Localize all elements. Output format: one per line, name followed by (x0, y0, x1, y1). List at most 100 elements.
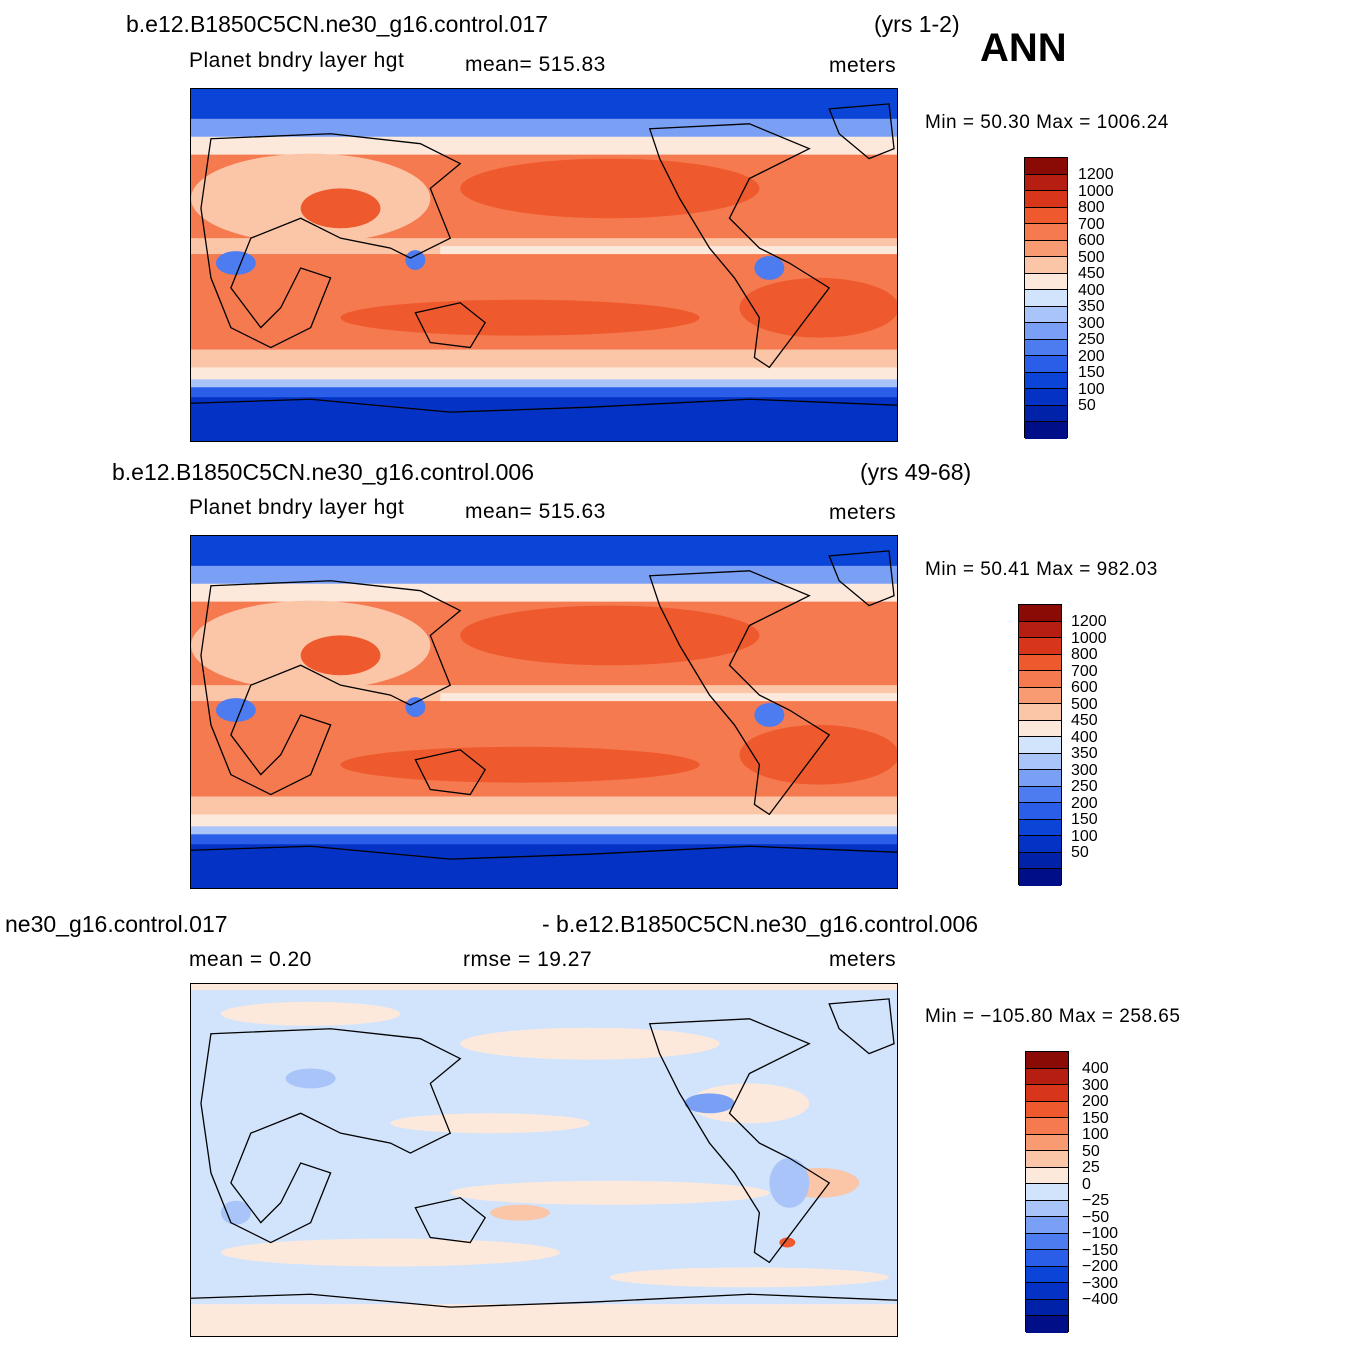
colorbar-label: 1200 (1078, 166, 1114, 183)
colorbar-swatch (1019, 671, 1061, 688)
colorbar-label: 700 (1078, 215, 1105, 233)
colorbar-label: 400 (1078, 281, 1105, 299)
colorbar-label: 100 (1082, 1126, 1109, 1144)
panel2-units: meters (829, 501, 897, 524)
colorbar-label: 300 (1082, 1076, 1109, 1094)
colorbar-label: 400 (1082, 1060, 1109, 1077)
colorbar-label: 300 (1078, 314, 1105, 332)
colorbar-label: 800 (1078, 199, 1105, 217)
colorbar-label: 450 (1071, 712, 1098, 730)
colorbar-label: 250 (1071, 778, 1098, 796)
colorbar-label: 1200 (1071, 613, 1107, 630)
colorbar-label: 200 (1078, 347, 1105, 365)
colorbar-label: 700 (1071, 662, 1098, 680)
panel1-years: (yrs 1-2) (874, 11, 960, 37)
colorbar-swatch (1026, 1068, 1068, 1086)
panel3-colorbar (1025, 1051, 1069, 1333)
panel1-variable: Planet bndry layer hgt (189, 49, 405, 72)
colorbar-swatch (1019, 786, 1061, 804)
colorbar-swatch (1025, 306, 1067, 324)
colorbar-label: 200 (1082, 1093, 1109, 1111)
colorbar-swatch (1019, 638, 1061, 655)
colorbar-swatch (1019, 704, 1061, 721)
colorbar-label: −100 (1082, 1225, 1119, 1243)
colorbar-label: 100 (1078, 380, 1105, 398)
panel2-years: (yrs 49-68) (860, 459, 972, 485)
colorbar-swatch (1019, 819, 1061, 837)
panel1-field (191, 89, 897, 441)
colorbar-label: 500 (1071, 695, 1098, 713)
colorbar-swatch (1025, 372, 1067, 390)
colorbar-swatch (1026, 1052, 1068, 1069)
colorbar-swatch (1026, 1118, 1068, 1135)
panel3-field (191, 984, 897, 1336)
colorbar-label: 50 (1071, 844, 1089, 862)
colorbar-swatch (1026, 1266, 1068, 1284)
panel2-field (191, 536, 897, 888)
colorbar-swatch (1025, 273, 1067, 291)
colorbar-swatch (1025, 422, 1067, 439)
colorbar-label: 150 (1078, 364, 1105, 382)
colorbar-label: −300 (1082, 1274, 1119, 1292)
panel1-mean: mean= 515.83 (465, 53, 606, 76)
colorbar-swatch (1026, 1283, 1068, 1300)
panel2-minmax: Min = 50.41 Max = 982.03 (925, 559, 1158, 580)
colorbar-swatch (1026, 1233, 1068, 1251)
colorbar-swatch (1025, 290, 1067, 307)
colorbar-swatch (1026, 1200, 1068, 1218)
colorbar-swatch (1025, 405, 1067, 423)
panel3-minmax: Min = −105.80 Max = 258.65 (925, 1006, 1181, 1027)
panel3-mean: mean = 0.20 (189, 948, 312, 971)
colorbar-swatch (1026, 1101, 1068, 1119)
colorbar-swatch (1019, 836, 1061, 853)
panel3-case-left: ne30_g16.control.017 (5, 911, 228, 937)
colorbar-label: −50 (1082, 1208, 1110, 1226)
season-label: ANN (980, 26, 1067, 70)
panel2-colorbar (1018, 604, 1062, 886)
panel1-case-title: b.e12.B1850C5CN.ne30_g16.control.017 (126, 11, 548, 37)
colorbar-label: 0 (1082, 1175, 1091, 1193)
panel2-variable: Planet bndry layer hgt (189, 496, 405, 519)
panel2-case-title: b.e12.B1850C5CN.ne30_g16.control.006 (112, 459, 534, 485)
panel3-rmse: rmse = 19.27 (463, 948, 593, 971)
panel1-colorbar (1024, 157, 1068, 439)
colorbar-swatch (1026, 1167, 1068, 1185)
colorbar-swatch (1026, 1299, 1068, 1317)
colorbar-label: −200 (1082, 1258, 1119, 1276)
colorbar-label: 450 (1078, 265, 1105, 283)
colorbar-swatch (1025, 323, 1067, 340)
colorbar-label: 1000 (1071, 629, 1107, 647)
colorbar-label: −25 (1082, 1192, 1110, 1210)
colorbar-swatch (1025, 158, 1067, 175)
colorbar-label: 400 (1071, 728, 1098, 746)
colorbar-label: 150 (1071, 811, 1098, 829)
colorbar-label: 250 (1078, 331, 1105, 349)
colorbar-swatch (1019, 852, 1061, 870)
colorbar-swatch (1025, 356, 1067, 373)
colorbar-label: 25 (1082, 1159, 1100, 1177)
colorbar-label: 200 (1071, 794, 1098, 812)
colorbar-swatch (1025, 224, 1067, 241)
colorbar-swatch (1025, 389, 1067, 406)
colorbar-swatch (1026, 1151, 1068, 1168)
colorbar-swatch (1026, 1085, 1068, 1102)
colorbar-label: 800 (1071, 646, 1098, 664)
panel1-minmax: Min = 50.30 Max = 1006.24 (925, 112, 1169, 133)
panel2-map (190, 535, 898, 889)
colorbar-swatch (1019, 720, 1061, 738)
colorbar-swatch (1019, 770, 1061, 787)
colorbar-label: 300 (1071, 761, 1098, 779)
colorbar-swatch (1025, 240, 1067, 258)
panel1-map (190, 88, 898, 442)
colorbar-swatch (1019, 621, 1061, 639)
colorbar-label: −150 (1082, 1241, 1119, 1259)
colorbar-label: 350 (1078, 298, 1105, 316)
colorbar-label: 600 (1071, 679, 1098, 697)
colorbar-swatch (1019, 737, 1061, 754)
colorbar-swatch (1026, 1184, 1068, 1201)
panel1-units: meters (829, 54, 897, 77)
panel2-mean: mean= 515.63 (465, 500, 606, 523)
colorbar-swatch (1019, 869, 1061, 886)
colorbar-swatch (1019, 654, 1061, 672)
panel3-map (190, 983, 898, 1337)
